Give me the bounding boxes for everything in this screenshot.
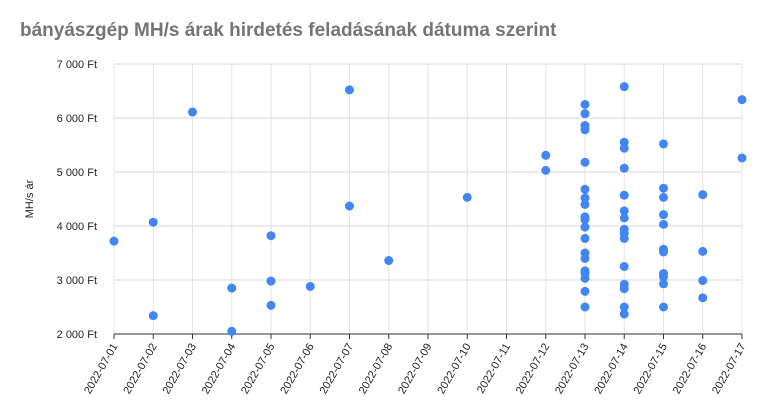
data-point	[266, 300, 276, 310]
data-point	[698, 190, 708, 200]
data-point	[698, 246, 708, 256]
data-point	[619, 206, 629, 216]
x-tick-label: 2022-07-11	[475, 342, 513, 396]
data-point	[737, 95, 747, 105]
data-point	[619, 163, 629, 173]
x-tick-label: 2022-07-14	[592, 342, 631, 397]
data-point	[580, 193, 590, 203]
data-point	[619, 213, 629, 223]
y-tick-label: 3 000 Ft	[57, 275, 97, 287]
y-tick-label: 7 000 Ft	[57, 59, 97, 71]
data-point	[580, 157, 590, 167]
data-point	[541, 165, 551, 175]
data-point	[227, 326, 237, 336]
data-point	[659, 210, 668, 220]
data-point	[659, 272, 668, 282]
data-point	[580, 125, 590, 135]
data-point	[659, 247, 668, 257]
data-point	[580, 199, 590, 209]
data-point	[345, 85, 354, 95]
data-point	[345, 201, 354, 211]
data-point	[659, 302, 668, 312]
chart-title: bányászgép MH/s árak hirdetés feladásána…	[20, 20, 557, 41]
x-tick-label: 2022-07-12	[514, 342, 553, 397]
data-point	[188, 107, 197, 117]
data-point	[619, 284, 629, 294]
y-tick-label: 2 000 Ft	[57, 329, 97, 341]
y-tick-label: 4 000 Ft	[57, 221, 97, 233]
x-tick-label: 2022-07-10	[435, 342, 474, 397]
x-tick-label: 2022-07-17	[710, 342, 749, 397]
data-point	[737, 153, 747, 163]
data-point	[659, 192, 668, 202]
data-point	[580, 302, 590, 312]
x-tick-label: 2022-07-03	[161, 342, 200, 397]
data-point	[580, 184, 590, 194]
data-point	[619, 302, 629, 312]
x-tick-label: 2022-07-01	[82, 342, 121, 397]
data-point	[659, 139, 668, 149]
y-tick-label: 6 000 Ft	[57, 113, 97, 125]
data-point	[384, 256, 394, 266]
y-tick-label: 5 000 Ft	[57, 167, 97, 179]
data-point	[109, 236, 119, 246]
data-point	[148, 311, 158, 321]
data-point	[659, 279, 668, 289]
x-tick-label: 2022-07-06	[278, 342, 317, 397]
data-point	[580, 233, 590, 243]
x-tick-label: 2022-07-05	[239, 342, 278, 397]
data-point	[580, 215, 590, 225]
x-tick-label: 2022-07-04	[200, 342, 239, 397]
data-point	[619, 309, 629, 319]
data-point	[580, 109, 590, 119]
data-point	[305, 281, 315, 291]
y-tick-labels: 2 000 Ft 3 000 Ft 4 000 Ft 5 000 Ft 6 000 Ft…	[57, 59, 97, 341]
data-point	[698, 276, 708, 286]
data-point	[619, 82, 629, 92]
data-points	[109, 82, 747, 336]
data-point	[619, 190, 629, 200]
data-point	[580, 253, 590, 263]
data-point	[580, 100, 590, 109]
data-point	[659, 183, 668, 193]
data-point	[462, 192, 472, 202]
data-point	[148, 217, 158, 227]
x-tick-label: 2022-07-13	[553, 342, 592, 397]
data-point	[266, 231, 276, 241]
x-tick-label: 2022-07-08	[357, 342, 396, 397]
x-tick-labels: 2022-07-01 2022-07-02 2022-07-03 2022-07-04…	[82, 342, 749, 397]
x-tick-label: 2022-07-15	[632, 342, 671, 397]
data-point	[541, 150, 551, 160]
x-tick-label: 2022-07-07	[318, 342, 357, 397]
data-point	[619, 262, 629, 271]
data-point	[580, 273, 590, 283]
data-point	[659, 219, 668, 229]
data-point	[580, 222, 590, 232]
data-point	[266, 276, 276, 286]
gridlines	[113, 63, 743, 339]
data-point	[698, 293, 708, 303]
data-point	[619, 233, 629, 243]
x-tick-label: 2022-07-02	[121, 342, 160, 397]
x-tick-label: 2022-07-09	[396, 342, 435, 397]
data-point	[580, 286, 590, 296]
data-point	[619, 143, 629, 153]
y-axis-label: MH/s ár	[24, 179, 36, 218]
x-tick-label: 2022-07-16	[671, 342, 710, 397]
data-point	[227, 283, 237, 293]
